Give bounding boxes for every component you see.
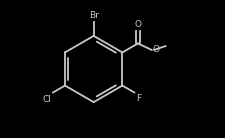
Text: F: F [135, 94, 140, 103]
Text: Cl: Cl [43, 95, 52, 104]
Text: O: O [134, 20, 141, 29]
Text: O: O [152, 45, 159, 54]
Text: Br: Br [88, 11, 98, 20]
